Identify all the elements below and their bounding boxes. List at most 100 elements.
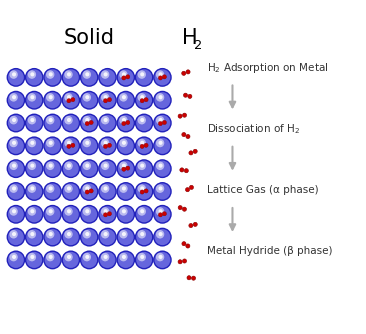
Circle shape xyxy=(80,114,98,133)
Circle shape xyxy=(67,232,71,236)
Circle shape xyxy=(183,259,187,263)
Circle shape xyxy=(100,252,115,268)
Circle shape xyxy=(158,209,163,213)
Circle shape xyxy=(67,186,71,190)
Circle shape xyxy=(100,138,115,154)
Circle shape xyxy=(156,116,164,125)
Circle shape xyxy=(46,116,55,125)
Circle shape xyxy=(153,91,172,110)
Circle shape xyxy=(138,162,146,170)
Circle shape xyxy=(25,250,44,270)
Circle shape xyxy=(122,95,126,99)
Circle shape xyxy=(64,162,73,170)
Circle shape xyxy=(186,134,190,139)
Circle shape xyxy=(49,232,53,236)
Circle shape xyxy=(186,188,190,192)
Circle shape xyxy=(104,144,108,148)
Circle shape xyxy=(8,206,24,222)
Circle shape xyxy=(45,161,60,177)
Circle shape xyxy=(178,260,182,264)
Circle shape xyxy=(63,115,79,131)
Circle shape xyxy=(45,183,60,199)
Circle shape xyxy=(193,149,197,153)
Circle shape xyxy=(119,116,128,125)
Circle shape xyxy=(8,229,24,245)
Circle shape xyxy=(63,229,79,245)
Circle shape xyxy=(178,205,182,210)
Circle shape xyxy=(46,162,55,170)
Circle shape xyxy=(186,244,190,248)
Circle shape xyxy=(135,68,153,87)
Circle shape xyxy=(64,116,73,125)
Circle shape xyxy=(64,70,73,79)
Circle shape xyxy=(156,184,164,193)
Circle shape xyxy=(80,159,98,178)
Circle shape xyxy=(83,139,91,147)
Circle shape xyxy=(116,91,135,110)
Circle shape xyxy=(10,162,18,170)
Circle shape xyxy=(138,139,146,147)
Circle shape xyxy=(98,182,117,201)
Circle shape xyxy=(63,206,79,222)
Circle shape xyxy=(30,141,34,145)
Circle shape xyxy=(116,228,135,246)
Circle shape xyxy=(71,143,75,147)
Circle shape xyxy=(135,182,153,201)
Circle shape xyxy=(46,93,55,102)
Circle shape xyxy=(98,136,117,155)
Circle shape xyxy=(98,228,117,246)
Circle shape xyxy=(67,95,71,99)
Circle shape xyxy=(156,230,164,238)
Circle shape xyxy=(188,94,192,99)
Circle shape xyxy=(122,76,126,80)
Circle shape xyxy=(81,161,97,177)
Circle shape xyxy=(153,114,172,133)
Circle shape xyxy=(61,114,80,133)
Circle shape xyxy=(28,207,36,216)
Circle shape xyxy=(12,95,16,99)
Circle shape xyxy=(158,164,163,168)
Circle shape xyxy=(138,230,146,238)
Circle shape xyxy=(80,136,98,155)
Circle shape xyxy=(49,209,53,213)
Circle shape xyxy=(144,98,148,102)
Circle shape xyxy=(46,253,55,261)
Circle shape xyxy=(135,114,153,133)
Circle shape xyxy=(107,98,112,102)
Circle shape xyxy=(7,68,25,87)
Circle shape xyxy=(85,118,89,122)
Circle shape xyxy=(186,70,190,74)
Circle shape xyxy=(81,115,97,131)
Circle shape xyxy=(183,93,187,97)
Circle shape xyxy=(43,228,62,246)
Circle shape xyxy=(156,70,164,79)
Circle shape xyxy=(163,212,167,216)
Circle shape xyxy=(45,229,60,245)
Text: H$_2$ Adsorption on Metal: H$_2$ Adsorption on Metal xyxy=(208,61,329,74)
Circle shape xyxy=(80,250,98,270)
Text: Metal Hydride (β phase): Metal Hydride (β phase) xyxy=(208,246,333,257)
Circle shape xyxy=(61,136,80,155)
Circle shape xyxy=(154,161,170,177)
Circle shape xyxy=(101,93,109,102)
Circle shape xyxy=(140,186,144,190)
Circle shape xyxy=(80,205,98,224)
Circle shape xyxy=(104,186,108,190)
Circle shape xyxy=(189,151,193,155)
Circle shape xyxy=(158,232,163,236)
Circle shape xyxy=(140,144,144,148)
Circle shape xyxy=(126,166,130,170)
Circle shape xyxy=(25,228,44,246)
Circle shape xyxy=(154,229,170,245)
Circle shape xyxy=(138,93,146,102)
Circle shape xyxy=(63,252,79,268)
Circle shape xyxy=(187,276,191,280)
Circle shape xyxy=(116,159,135,178)
Circle shape xyxy=(46,139,55,147)
Circle shape xyxy=(30,209,34,213)
Circle shape xyxy=(116,205,135,224)
Circle shape xyxy=(10,207,18,216)
Circle shape xyxy=(135,91,153,110)
Circle shape xyxy=(26,183,42,199)
Circle shape xyxy=(138,116,146,125)
